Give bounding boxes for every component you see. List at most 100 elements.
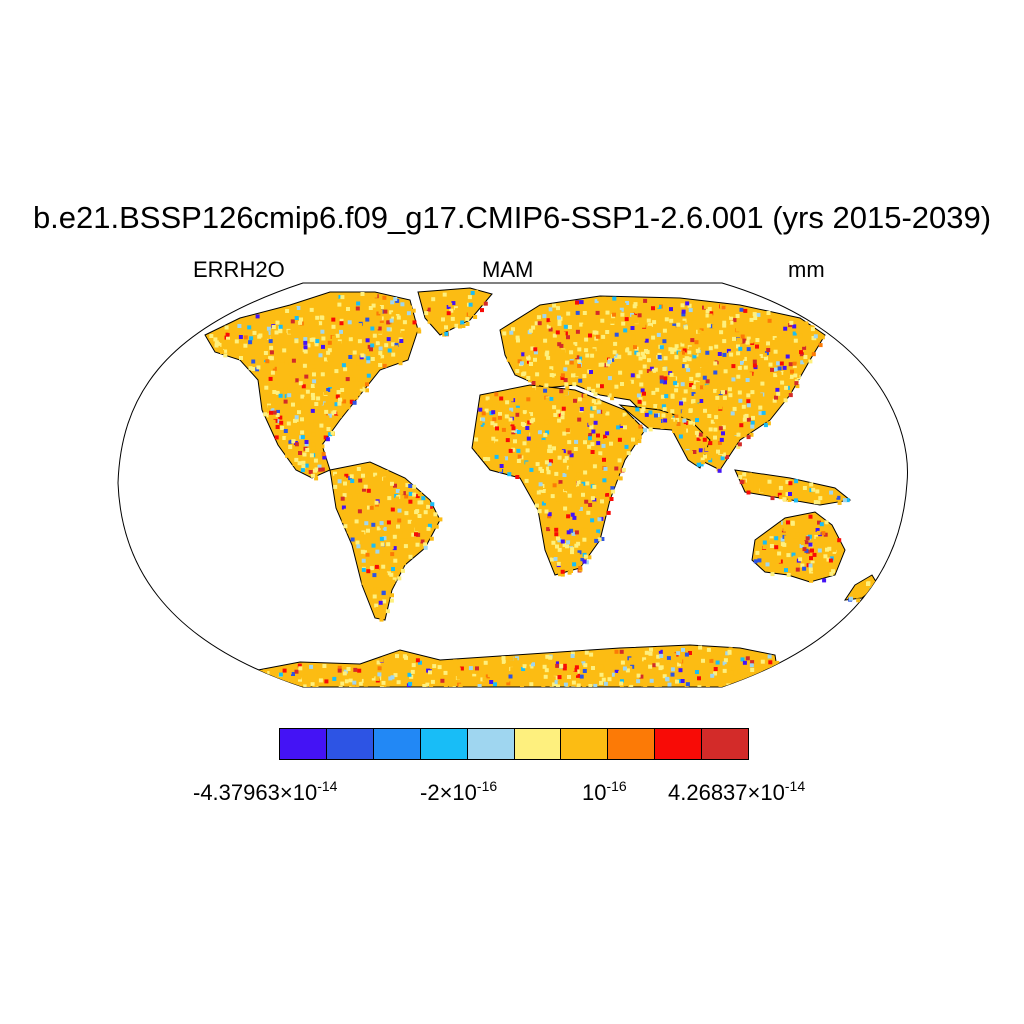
anomaly-cell — [483, 402, 488, 407]
units-label: mm — [788, 257, 825, 282]
anomaly-cell — [241, 329, 245, 334]
anomaly-cell — [742, 660, 747, 665]
anomaly-cell — [361, 558, 366, 563]
anomaly-cell — [631, 298, 636, 303]
anomaly-cell — [300, 343, 305, 348]
anomaly-cell — [758, 540, 763, 545]
anomaly-cell — [380, 354, 385, 359]
anomaly-cell — [563, 378, 568, 382]
anomaly-cell — [727, 649, 732, 654]
anomaly-cell — [800, 541, 805, 546]
anomaly-cell — [669, 372, 674, 377]
anomaly-cell — [705, 384, 710, 389]
anomaly-cell — [582, 323, 587, 328]
anomaly-cell — [607, 677, 612, 682]
anomaly-cell — [574, 543, 579, 548]
anomaly-cell — [322, 664, 327, 668]
anomaly-cell — [398, 361, 403, 366]
anomaly-cell — [597, 537, 602, 542]
anomaly-cell — [629, 684, 634, 687]
anomaly-cell — [681, 377, 686, 382]
anomaly-cell — [243, 332, 248, 337]
anomaly-cell — [741, 668, 746, 673]
anomaly-cell — [582, 374, 587, 379]
anomaly-cell — [625, 301, 630, 305]
anomaly-cell — [641, 323, 646, 328]
anomaly-cell — [565, 425, 570, 430]
anomaly-cell — [617, 437, 622, 442]
anomaly-cell — [565, 469, 570, 474]
anomaly-cell — [497, 415, 502, 420]
anomaly-cell — [304, 374, 309, 379]
anomaly-cell — [649, 655, 654, 660]
anomaly-cell — [376, 574, 381, 579]
anomaly-cell — [413, 675, 418, 680]
anomaly-cell — [434, 524, 439, 529]
anomaly-cell — [611, 672, 616, 677]
anomaly-cell — [638, 356, 643, 361]
anomaly-cell — [282, 668, 287, 673]
anomaly-cell — [302, 665, 307, 670]
anomaly-cell — [654, 686, 659, 687]
anomaly-cell — [404, 655, 408, 660]
anomaly-cell — [579, 322, 584, 327]
anomaly-cell — [386, 320, 391, 325]
anomaly-cell — [640, 327, 645, 332]
anomaly-cell — [565, 385, 570, 390]
anomaly-cell — [356, 677, 361, 682]
anomaly-cell — [603, 434, 608, 439]
anomaly-cell — [741, 404, 746, 409]
anomaly-cell — [489, 680, 494, 684]
anomaly-cell — [384, 312, 389, 317]
anomaly-cell — [256, 365, 261, 370]
anomaly-cell — [346, 405, 351, 410]
anomaly-cell — [645, 350, 650, 355]
anomaly-cell — [494, 439, 499, 444]
anomaly-cell — [554, 680, 559, 685]
anomaly-cell — [668, 365, 673, 370]
anomaly-cell — [514, 444, 519, 449]
anomaly-cell — [731, 666, 736, 671]
anomaly-cell — [348, 525, 353, 530]
anomaly-cell — [529, 489, 534, 494]
anomaly-cell — [808, 542, 813, 547]
anomaly-cell — [521, 352, 526, 357]
anomaly-cell — [505, 663, 509, 668]
anomaly-cell — [836, 552, 841, 557]
anomaly-cell — [280, 358, 285, 363]
anomaly-cell — [508, 426, 513, 431]
anomaly-cell — [356, 544, 361, 549]
anomaly-cell — [285, 436, 290, 441]
anomaly-cell — [576, 483, 581, 487]
anomaly-cell — [641, 682, 646, 687]
anomaly-cell — [278, 329, 283, 334]
anomaly-cell — [753, 316, 758, 320]
anomaly-cell — [524, 352, 529, 357]
anomaly-cell — [681, 339, 686, 344]
anomaly-cell — [365, 349, 370, 354]
anomaly-cell — [544, 307, 549, 312]
anomaly-cell — [571, 671, 576, 676]
anomaly-cell — [673, 419, 678, 424]
anomaly-cell — [565, 544, 569, 549]
anomaly-cell — [630, 419, 635, 424]
season-label: MAM — [482, 257, 534, 282]
anomaly-cell — [309, 419, 314, 424]
anomaly-cell — [809, 556, 813, 561]
anomaly-cell — [804, 321, 809, 326]
anomaly-cell — [650, 416, 655, 421]
anomaly-cell — [524, 478, 529, 483]
anomaly-cell — [772, 398, 777, 403]
anomaly-cell — [762, 352, 767, 357]
anomaly-cell — [324, 357, 328, 362]
anomaly-cell — [594, 304, 599, 309]
anomaly-cell — [527, 659, 532, 664]
anomaly-cell — [571, 686, 576, 687]
anomaly-cell — [800, 482, 805, 487]
anomaly-cell — [395, 569, 400, 574]
anomaly-cell — [681, 384, 686, 389]
anomaly-cell — [421, 496, 426, 501]
land-fill-layer — [204, 287, 881, 687]
anomaly-cell — [318, 321, 323, 326]
anomaly-cell — [547, 514, 552, 519]
